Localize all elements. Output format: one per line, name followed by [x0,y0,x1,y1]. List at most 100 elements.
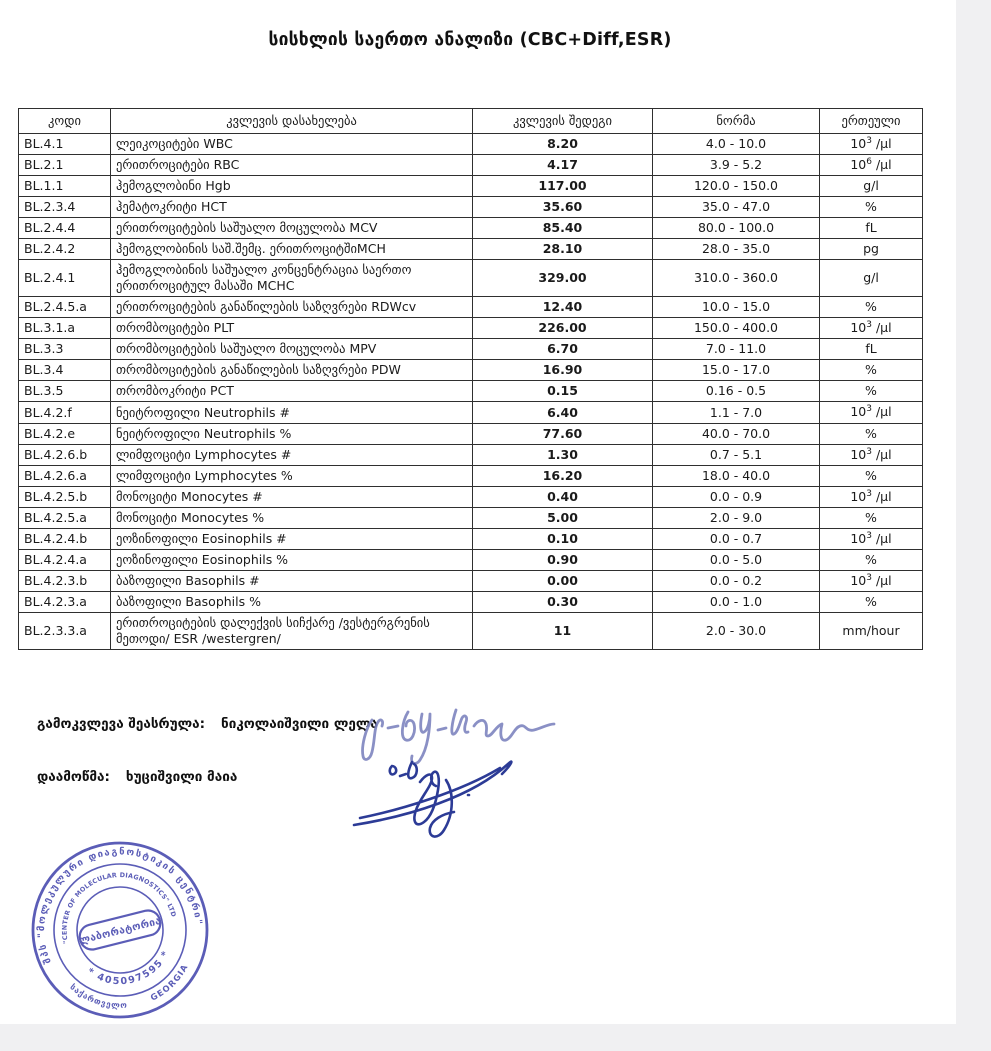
result-cell: 0.00 [472,570,653,593]
result-cell: 4.17 [472,154,653,177]
unit-cell: % [819,549,923,572]
code-cell: BL.4.2.6.b [18,443,111,466]
code-cell: BL.2.1 [18,154,111,177]
unit-cell: % [819,380,923,403]
test-name-cell: ერითროციტების განაწილების საზღვრები RDWc… [110,296,473,319]
norm-cell: 120.0 - 150.0 [652,175,820,198]
report-title: სისხლის საერთო ანალიზი (CBC+Diff,ESR) [268,30,672,50]
norm-cell: 0.0 - 5.0 [652,549,820,572]
performed-by-line: გამოკვლევა შეასრულა: ნიკოლაიშვილი ლელა [37,716,378,732]
table-row: BL.4.2.6.b ლიმფოციტი Lymphocytes #1.30 0.7… [18,443,923,466]
test-name-cell: ნეიტროფილი Neutrophils % [110,422,473,445]
result-cell: 0.30 [472,591,653,614]
norm-cell: 310.0 - 360.0 [652,259,820,298]
norm-cell: 1.1 - 7.0 [652,401,820,424]
unit-cell: 103 /μl [819,317,923,340]
unit-cell: g/l [819,259,923,298]
norm-cell: 7.0 - 11.0 [652,338,820,361]
test-name-cell: მონოციტი Monocytes % [110,506,473,529]
unit-cell: % [819,196,923,219]
unit-cell: g/l [819,175,923,198]
test-name-cell: ჰემატოკრიტი HCT [110,196,473,219]
norm-cell: 150.0 - 400.0 [652,317,820,340]
test-name-cell: ჰემოგლობინის საშუალო კონცენტრაცია საერთო… [110,259,473,298]
signature-approved-stroke [352,760,513,838]
unit-cell: mm/hour [819,612,923,651]
table-row: BL.2.1 ერითროციტები RBC 4.17 3.9 - 5.2 106 /… [18,154,923,177]
norm-cell: 18.0 - 40.0 [652,464,820,487]
table-row: BL.1.1 ჰემოგლობინი Hgb 117.00 120.0 - 150.0… [18,175,923,198]
table-row: BL.2.3.4 ჰემატოკრიტი HCT 35.60 35.0 - 47.0% [18,196,923,219]
test-name-cell: ეოზინოფილი Eosinophils # [110,527,473,551]
table-row: BL.4.2.4.b ეოზინოფილი Eosinophils #0.10 0.… [18,527,923,551]
table-row: BL.4.2.3.b ბაზოფილი Basophils #0.00 0.0 - … [18,570,923,593]
laboratory-stamp: შპს "მოლეკულური დიაგნოსტიკის ცენტრი" საქ… [18,829,209,1022]
result-cell: 35.60 [472,196,653,219]
unit-cell: 103 /μl [819,570,923,593]
norm-cell: 0.7 - 5.1 [652,443,820,466]
code-cell: BL.3.5 [18,380,111,403]
unit-cell: 103 /μl [819,132,923,156]
table-row: BL.4.2.e ნეიტროფილი Neutrophils % 77.60 40.… [18,422,923,445]
table-row: BL.2.4.4 ერითროციტების საშუალო მოცულობა M… [18,217,923,240]
signature-approved [352,760,513,838]
test-name-cell: თრომბოციტები PLT [110,317,473,340]
table-row: BL.4.2.f ნეიტროფილი Neutrophils #6.40 1.1 … [18,401,923,424]
header-code: კოდი [18,108,111,134]
test-name-cell: თრომბოციტების საშუალო მოცულობა MPV [110,338,473,361]
result-cell: 117.00 [472,175,653,198]
norm-cell: 2.0 - 30.0 [652,612,820,651]
test-name-cell: ლიმფოციტი Lymphocytes # [110,443,473,466]
result-cell: 0.15 [472,380,653,403]
table-row: BL.4.2.3.a ბაზოფილი Basophils % 0.30 0.0 - … [18,591,923,614]
result-cell: 16.90 [472,359,653,382]
signature-performed-stroke [361,708,556,765]
test-name-cell: ჰემოგლობინი Hgb [110,175,473,198]
test-name-cell: ბაზოფილი Basophils % [110,591,473,614]
approved-by-name: ხუციშვილი მაია [125,769,238,785]
norm-cell: 15.0 - 17.0 [652,359,820,382]
result-cell: 16.20 [472,464,653,487]
test-name-cell: ერითროციტების დალექვის სიჩქარე /ვესტერგრ… [110,612,473,651]
test-name-cell: მონოციტი Monocytes # [110,485,473,508]
stamp-center-box [78,909,162,951]
table-row: BL.3.5 თრომბოკრიტი PCT 0.15 0.16 - 0.5% [18,380,923,403]
result-cell: 85.40 [472,217,653,240]
code-cell: BL.4.2.6.a [18,464,111,487]
norm-cell: 2.0 - 9.0 [652,506,820,529]
code-cell: BL.2.4.5.a [18,296,111,319]
unit-cell: % [819,296,923,319]
unit-cell: % [819,359,923,382]
test-name-cell: თრომბოკრიტი PCT [110,380,473,403]
table-row: BL.3.3 თრომბოციტების საშუალო მოცულობა MPV… [18,338,923,361]
result-cell: 28.10 [472,238,653,261]
code-cell: BL.4.2.4.a [18,549,111,572]
result-cell: 6.40 [472,401,653,424]
result-cell: 77.60 [472,422,653,445]
test-name-cell: ჰემოგლობინის საშ.შემც. ერითროციტშიMCH [110,238,473,261]
result-cell: 12.40 [472,296,653,319]
unit-cell: 103 /μl [819,443,923,466]
code-cell: BL.4.2.5.a [18,506,111,529]
norm-cell: 40.0 - 70.0 [652,422,820,445]
table-row: BL.4.1 ლეიკოციტები WBC 8.20 4.0 - 10.0 103 /… [18,132,923,156]
code-cell: BL.4.2.3.a [18,591,111,614]
unit-cell: 103 /μl [819,527,923,551]
unit-cell: % [819,591,923,614]
norm-cell: 28.0 - 35.0 [652,238,820,261]
table-row: BL.2.4.1 ჰემოგლობინის საშუალო კონცენტრაცი… [18,259,923,298]
code-cell: BL.2.4.1 [18,259,111,298]
code-cell: BL.4.2.f [18,401,111,424]
norm-cell: 0.0 - 0.9 [652,485,820,508]
table-row: BL.4.2.5.b მონოციტი Monocytes #0.40 0.0 - … [18,485,923,508]
table-row: BL.2.4.5.a ერითროციტების განაწილების საზღ… [18,296,923,319]
stamp-middle-circle [53,863,187,997]
code-cell: BL.1.1 [18,175,111,198]
norm-cell: 0.0 - 0.2 [652,570,820,593]
table-row: BL.2.3.3.a ერითროციტების დალექვის სიჩქარე… [18,612,923,651]
code-cell: BL.4.2.4.b [18,527,111,551]
test-name-cell: ერითროციტების საშუალო მოცულობა MCV [110,217,473,240]
norm-cell: 80.0 - 100.0 [652,217,820,240]
table-row: BL.4.2.5.a მონოციტი Monocytes % 5.00 2.0 - … [18,506,923,529]
result-cell: 0.10 [472,527,653,551]
